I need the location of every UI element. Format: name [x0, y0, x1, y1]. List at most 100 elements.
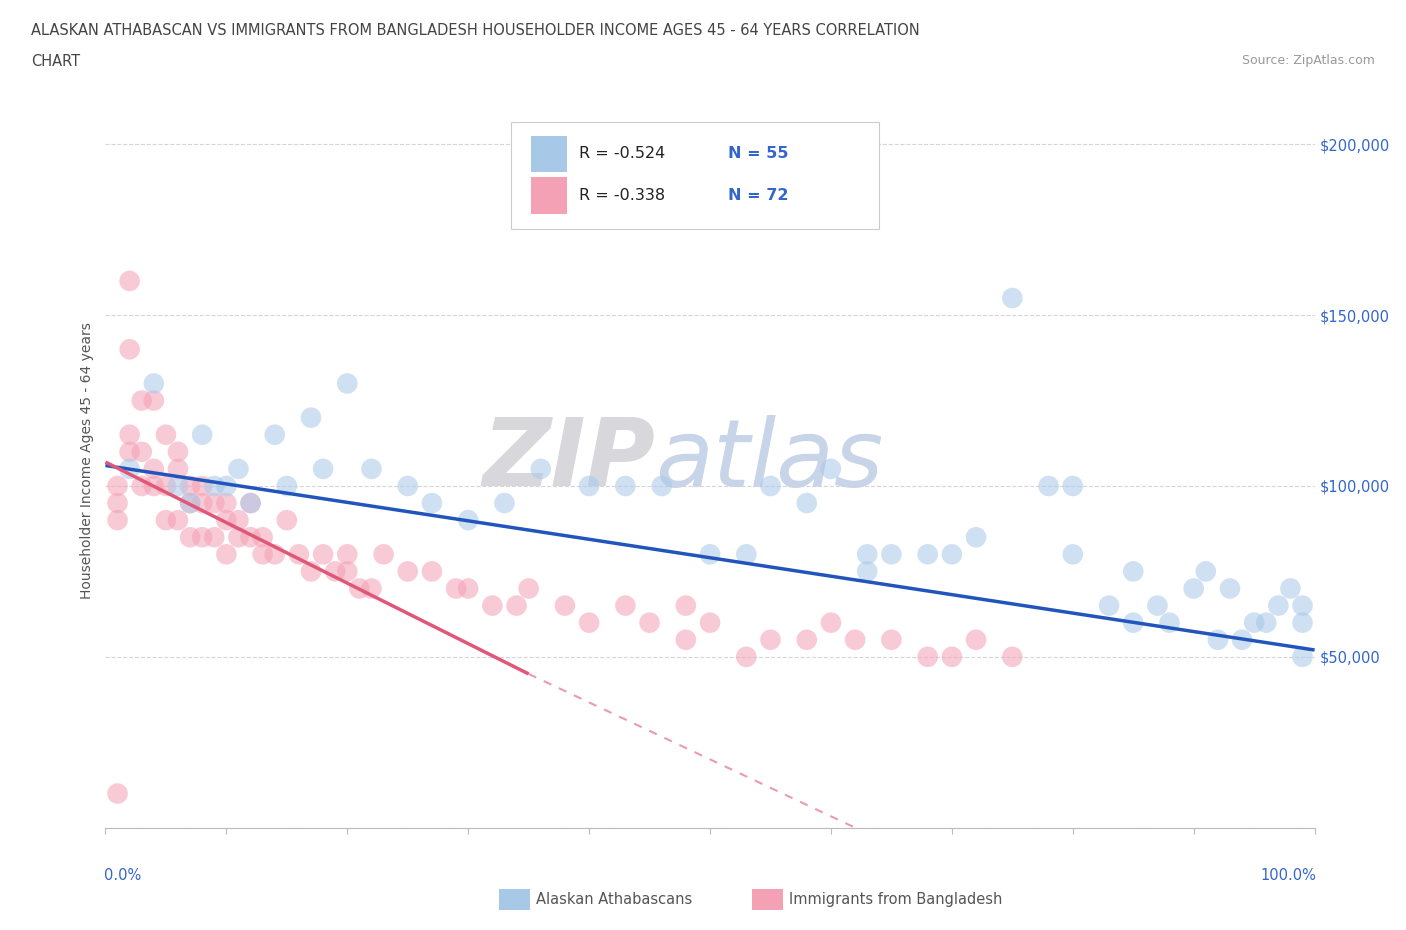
Point [131, 479, 153, 494]
Point [202, 496, 225, 511]
Point [299, 410, 322, 425]
Point [420, 496, 443, 511]
Point [1146, 598, 1168, 613]
Point [276, 512, 298, 527]
Point [179, 479, 201, 494]
Point [107, 496, 129, 511]
Point [1219, 581, 1241, 596]
Y-axis label: Householder Income Ages 45 - 64 years: Householder Income Ages 45 - 64 years [80, 322, 94, 599]
Point [578, 616, 600, 631]
Point [323, 564, 346, 578]
Point [142, 393, 165, 408]
Text: N = 72: N = 72 [728, 189, 789, 204]
Point [167, 512, 190, 527]
Text: N = 55: N = 55 [728, 147, 789, 162]
Point [1098, 598, 1121, 613]
Point [167, 445, 190, 459]
Point [675, 632, 697, 647]
Point [167, 461, 190, 476]
Point [1001, 290, 1024, 305]
Point [965, 530, 987, 545]
Text: 0.0%: 0.0% [104, 868, 142, 884]
Point [263, 547, 285, 562]
Point [252, 547, 274, 562]
Point [1038, 479, 1060, 494]
Point [191, 427, 214, 442]
Point [215, 512, 238, 527]
Point [118, 445, 141, 459]
Point [1159, 616, 1181, 631]
Point [202, 530, 225, 545]
Point [735, 649, 758, 664]
Point [1279, 581, 1302, 596]
Point [107, 479, 129, 494]
Point [844, 632, 866, 647]
Point [142, 461, 165, 476]
Point [252, 530, 274, 545]
Point [614, 479, 637, 494]
Text: ZIP: ZIP [482, 415, 655, 506]
Point [578, 479, 600, 494]
Point [336, 564, 359, 578]
Point [699, 616, 721, 631]
Point [1182, 581, 1205, 596]
Point [336, 376, 359, 391]
Point [215, 547, 238, 562]
Point [215, 479, 238, 494]
Text: Immigrants from Bangladesh: Immigrants from Bangladesh [789, 892, 1002, 907]
Point [349, 581, 371, 596]
Text: R = -0.338: R = -0.338 [579, 189, 665, 204]
Text: CHART: CHART [31, 54, 80, 69]
Point [1243, 616, 1265, 631]
Point [228, 461, 250, 476]
Point [1062, 547, 1084, 562]
Point [1291, 598, 1313, 613]
Point [941, 547, 963, 562]
Point [530, 461, 553, 476]
Point [651, 479, 673, 494]
Point [941, 649, 963, 664]
Text: 100.0%: 100.0% [1260, 868, 1316, 884]
Point [820, 461, 842, 476]
Point [880, 547, 903, 562]
Point [239, 530, 262, 545]
Point [191, 530, 214, 545]
Point [505, 598, 527, 613]
Point [820, 616, 842, 631]
Point [856, 547, 879, 562]
Text: ALASKAN ATHABASCAN VS IMMIGRANTS FROM BANGLADESH HOUSEHOLDER INCOME AGES 45 - 64: ALASKAN ATHABASCAN VS IMMIGRANTS FROM BA… [31, 23, 920, 38]
Point [299, 564, 322, 578]
Point [1195, 564, 1218, 578]
Text: R = -0.524: R = -0.524 [579, 147, 665, 162]
Point [965, 632, 987, 647]
Point [167, 479, 190, 494]
Point [481, 598, 503, 613]
Point [239, 496, 262, 511]
Point [917, 649, 939, 664]
Point [457, 581, 479, 596]
Point [759, 632, 782, 647]
Bar [531, 136, 568, 172]
Point [202, 479, 225, 494]
Point [131, 445, 153, 459]
Point [1267, 598, 1289, 613]
Bar [531, 178, 568, 214]
Text: Source: ZipAtlas.com: Source: ZipAtlas.com [1241, 54, 1375, 67]
Point [360, 581, 382, 596]
Point [228, 530, 250, 545]
Point [239, 496, 262, 511]
Point [312, 461, 335, 476]
Point [420, 564, 443, 578]
Text: atlas: atlas [655, 415, 884, 506]
Point [1291, 616, 1313, 631]
Point [1122, 616, 1144, 631]
Point [155, 427, 177, 442]
Point [118, 342, 141, 357]
Point [118, 273, 141, 288]
FancyBboxPatch shape [510, 123, 879, 229]
Point [1230, 632, 1253, 647]
Point [457, 512, 479, 527]
Point [699, 547, 721, 562]
Point [179, 496, 201, 511]
Point [444, 581, 467, 596]
